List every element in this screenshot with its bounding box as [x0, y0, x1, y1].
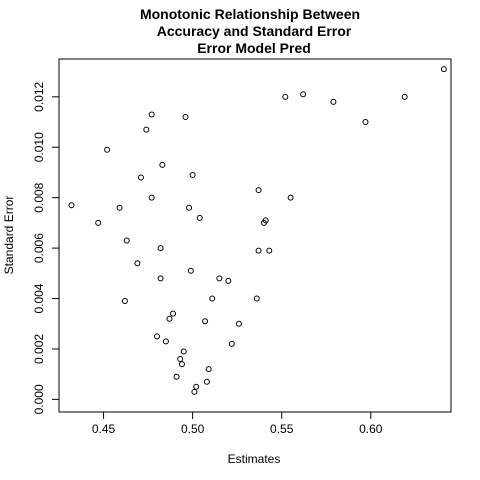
- data-point: [137, 174, 144, 181]
- x-tick-label: 0.55: [270, 422, 294, 436]
- data-point: [148, 111, 155, 118]
- data-point: [440, 66, 447, 73]
- y-tick-label: 0.000: [32, 384, 46, 414]
- data-point: [203, 378, 210, 385]
- chart-title-line-1: Monotonic Relationship Between: [140, 6, 360, 22]
- y-tick-label: 0.008: [32, 182, 46, 212]
- data-point: [196, 214, 203, 221]
- data-point: [205, 366, 212, 373]
- data-point: [235, 320, 242, 327]
- data-point: [157, 275, 164, 282]
- data-point: [202, 318, 209, 325]
- data-point: [148, 194, 155, 201]
- data-point: [300, 91, 307, 98]
- data-point: [104, 146, 111, 153]
- data-point: [362, 119, 369, 126]
- data-point: [401, 93, 408, 100]
- plot-frame: [58, 58, 452, 413]
- y-tick-label: 0.002: [32, 334, 46, 364]
- data-point: [282, 93, 289, 100]
- y-axis: 0.000 0.002 0.004 0.006 0.008 0.010 0.012: [32, 81, 60, 414]
- data-point: [225, 277, 232, 284]
- x-axis-label: Estimates: [228, 452, 281, 466]
- data-point: [216, 275, 223, 282]
- data-point: [134, 260, 141, 267]
- data-point: [191, 388, 198, 395]
- data-point: [173, 373, 180, 380]
- data-point: [154, 333, 160, 340]
- x-axis: 0.45 0.50 0.55 0.60: [92, 411, 383, 436]
- data-point: [187, 267, 194, 274]
- data-point: [159, 161, 166, 168]
- data-point: [266, 247, 273, 254]
- chart-title-line-2: Accuracy and Standard Error: [157, 23, 352, 39]
- y-tick-label: 0.010: [32, 132, 46, 162]
- data-point: [143, 126, 150, 133]
- data-points: [68, 66, 447, 395]
- data-point: [255, 247, 262, 254]
- data-point: [177, 356, 184, 363]
- data-point: [186, 204, 193, 211]
- data-point: [166, 315, 173, 322]
- data-point: [170, 310, 177, 317]
- data-point: [182, 113, 189, 120]
- data-point: [178, 361, 185, 368]
- data-point: [95, 219, 102, 226]
- x-tick-label: 0.45: [92, 422, 116, 436]
- data-point: [287, 194, 294, 201]
- data-point: [180, 348, 187, 355]
- data-point: [123, 237, 130, 244]
- y-tick-label: 0.004: [32, 283, 46, 313]
- data-point: [121, 298, 128, 305]
- chart-title-line-3: Error Model Pred: [197, 40, 311, 56]
- x-tick-label: 0.50: [181, 422, 205, 436]
- y-tick-label: 0.012: [32, 81, 46, 111]
- data-point: [116, 204, 123, 211]
- data-point: [189, 171, 196, 178]
- y-axis-label: Standard Error: [2, 196, 16, 275]
- data-point: [162, 338, 169, 345]
- data-point: [228, 340, 235, 347]
- data-point: [262, 217, 269, 224]
- y-tick-label: 0.006: [32, 233, 46, 263]
- data-point: [255, 187, 262, 194]
- data-point: [157, 245, 164, 252]
- data-point: [68, 202, 75, 209]
- data-point: [253, 295, 260, 302]
- data-point: [330, 98, 337, 105]
- x-tick-label: 0.60: [359, 422, 383, 436]
- data-point: [209, 295, 216, 302]
- data-point: [193, 383, 200, 390]
